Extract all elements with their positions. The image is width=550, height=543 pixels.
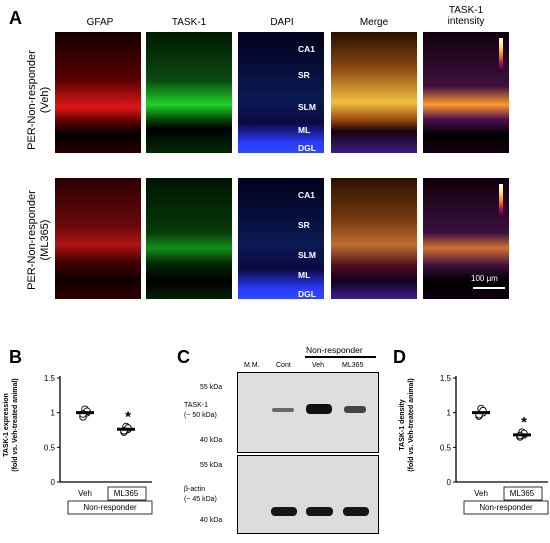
- y-tick-label: 0: [447, 478, 452, 487]
- image-dapi-veh: CA1 SR SLM ML DGL: [238, 32, 324, 153]
- image-merge-ml365: [331, 178, 417, 299]
- blot-task1: [237, 372, 379, 453]
- row-label-veh: PER-Non-responder (Veh): [26, 30, 52, 170]
- y-tick-label: 1: [51, 409, 56, 418]
- row-label-ml365-line1: PER-Non-responder: [26, 190, 38, 290]
- blot-actin: [237, 455, 379, 534]
- paneld-ylabel: TASK-1 density (fold vs. Veh-treated ani…: [398, 355, 416, 495]
- row-label-ml365-line2: (ML365): [39, 219, 51, 261]
- image-dapi-ml365: CA1 SR SLM ML DGL: [238, 178, 324, 299]
- panelb-ylabel: TASK-1 expression (fold vs. Veh-treated …: [2, 355, 20, 495]
- region-label: SLM: [298, 102, 316, 112]
- panelb-chart: 1.5 1 0.5 0 Veh ML365 Non-responder *: [44, 374, 153, 515]
- region-label: CA1: [298, 44, 316, 54]
- y-tick-label: 1: [447, 409, 452, 418]
- y-tick-label: 1.5: [440, 374, 452, 383]
- column-title-gfap: GFAP: [86, 17, 114, 28]
- group-label: Non-responder: [479, 503, 533, 512]
- y-tick-label: 0.5: [440, 443, 452, 452]
- lane-label-veh: Veh: [312, 362, 325, 369]
- row-label-veh-line2: (Veh): [39, 86, 51, 114]
- category-label: Veh: [78, 489, 92, 498]
- image-intensity-veh: [423, 32, 509, 153]
- lane-label-ml365: ML365: [342, 362, 364, 369]
- paneld-ylabel-line1: TASK-1 density: [399, 399, 406, 451]
- intensity-colorbar: [499, 184, 503, 218]
- column-title-intensity: TASK-1 intensity: [447, 5, 485, 27]
- region-label: DGL: [298, 289, 316, 299]
- panel-letter-b: B: [9, 347, 22, 367]
- region-label: SLM: [298, 250, 316, 260]
- actin-label: β-actin: [184, 486, 206, 493]
- task1-label: TASK-1: [184, 402, 208, 409]
- column-title-task1: TASK-1: [171, 17, 207, 28]
- group-box: [463, 500, 549, 515]
- panelb-ylabel-line2: (fold vs. Veh-treated animal): [12, 378, 19, 472]
- band-actin-cont: [271, 507, 297, 516]
- column-title-dapi: DAPI: [270, 17, 294, 28]
- region-label: CA1: [298, 190, 316, 200]
- y-tick-label: 1.5: [44, 374, 56, 383]
- y-tick-label: 0.5: [44, 443, 56, 452]
- panelc-group-line: [305, 356, 376, 358]
- significance-star: *: [125, 408, 131, 425]
- category-label: ML365: [510, 489, 535, 498]
- group-box: [67, 500, 153, 515]
- category-box: [107, 486, 147, 501]
- actin-size: (~ 45 kDa): [184, 496, 217, 503]
- region-label: SR: [298, 220, 310, 230]
- panelc-group-label: Non-responder: [306, 345, 363, 355]
- marker-40-bottom: 40 kDa: [200, 517, 223, 524]
- image-task1-ml365: [146, 178, 232, 299]
- marker-55-bottom: 55 kDa: [200, 462, 223, 469]
- lane-label-mm: M.M.: [244, 362, 260, 369]
- group-label: Non-responder: [83, 503, 137, 512]
- scale-bar-label: 100 μm: [471, 274, 498, 283]
- band-task1-cont: [272, 408, 294, 412]
- category-label: Veh: [474, 489, 488, 498]
- marker-40-top: 40 kDa: [200, 437, 223, 444]
- paneld-chart: 1.5 1 0.5 0 Veh ML365 Non-responder *: [440, 374, 549, 515]
- paneld-ylabel-line2: (fold vs. Veh-treated animal): [408, 378, 415, 472]
- panel-letter-d: D: [393, 347, 406, 367]
- band-task1-veh: [306, 404, 332, 414]
- intensity-colorbar: [499, 38, 503, 72]
- category-box: [503, 486, 543, 501]
- panelb-ylabel-line1: TASK-1 expression: [3, 393, 10, 457]
- panel-letter-a: A: [9, 8, 22, 28]
- band-actin-veh: [306, 507, 333, 516]
- region-label: SR: [298, 70, 310, 80]
- image-gfap-ml365: [55, 178, 141, 299]
- image-merge-veh: [331, 32, 417, 153]
- band-actin-ml365: [343, 507, 369, 516]
- band-task1-ml365: [344, 406, 366, 413]
- panel-letter-c: C: [177, 347, 190, 367]
- image-intensity-ml365: 100 μm: [423, 178, 509, 299]
- scale-bar: [473, 287, 505, 289]
- image-gfap-veh: [55, 32, 141, 153]
- image-task1-veh: [146, 32, 232, 153]
- task1-size: (~ 50 kDa): [184, 412, 217, 419]
- significance-star: *: [521, 414, 527, 431]
- row-label-ml365: PER-Non-responder (ML365): [26, 170, 52, 310]
- region-label: DGL: [298, 143, 316, 153]
- marker-55-top: 55 kDa: [200, 384, 223, 391]
- region-label: ML: [298, 125, 311, 135]
- lane-label-cont: Cont: [276, 362, 291, 369]
- y-tick-label: 0: [51, 478, 56, 487]
- column-title-merge: Merge: [359, 17, 389, 28]
- region-label: ML: [298, 270, 311, 280]
- row-label-veh-line1: PER-Non-responder: [26, 50, 38, 150]
- category-label: ML365: [114, 489, 139, 498]
